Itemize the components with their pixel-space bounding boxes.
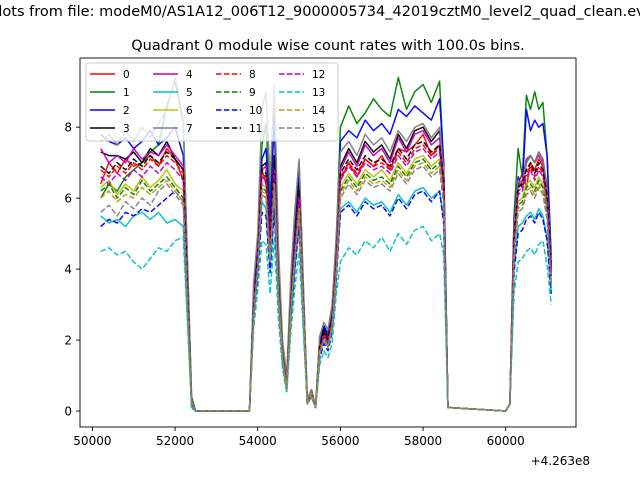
series-line-10 — [100, 190, 552, 412]
y-tick-label: 6 — [64, 192, 72, 206]
series-line-15 — [100, 165, 552, 412]
series-line-0 — [100, 133, 552, 412]
series-line-14 — [100, 161, 552, 412]
figure-suptitle: Plots from file: modeM0/AS1A12_006T12_90… — [0, 4, 640, 20]
legend-label-14: 14 — [312, 105, 326, 117]
y-tick-label: 8 — [64, 121, 72, 135]
y-tick-label: 4 — [64, 263, 72, 277]
legend-label-15: 15 — [312, 123, 325, 135]
series-line-9 — [100, 158, 552, 412]
legend-label-7: 7 — [186, 123, 193, 135]
legend-label-1: 1 — [123, 87, 130, 99]
legend-label-2: 2 — [123, 105, 130, 117]
series-line-13 — [100, 225, 552, 412]
series-line-3 — [100, 126, 552, 412]
legend-box — [85, 62, 339, 142]
series-line-5 — [100, 186, 552, 412]
x-tick-label: 60000 — [487, 434, 525, 448]
x-tick-label: 56000 — [321, 434, 359, 448]
x-tick-label: 50000 — [73, 434, 111, 448]
series-line-6 — [100, 154, 552, 412]
legend-label-11: 11 — [249, 123, 262, 135]
axes-frame — [79, 57, 577, 428]
series-line-12 — [100, 147, 552, 412]
x-offset-label: +4.263e8 — [531, 454, 590, 468]
y-tick-label: 2 — [64, 334, 72, 348]
legend-label-12: 12 — [312, 69, 325, 81]
y-tick-label: 0 — [64, 405, 72, 419]
legend-label-4: 4 — [186, 69, 193, 81]
chart-title: Quadrant 0 module wise count rates with … — [131, 38, 525, 54]
legend-label-9: 9 — [249, 87, 256, 99]
legend-label-5: 5 — [186, 87, 193, 99]
x-tick-label: 52000 — [156, 434, 194, 448]
x-tick-label: 54000 — [239, 434, 277, 448]
legend-label-13: 13 — [312, 87, 325, 99]
x-tick-label: 58000 — [404, 434, 442, 448]
legend-label-0: 0 — [123, 69, 130, 81]
legend-label-8: 8 — [249, 69, 256, 81]
legend-label-10: 10 — [249, 105, 262, 117]
legend-label-6: 6 — [186, 105, 193, 117]
legend-label-3: 3 — [123, 123, 130, 135]
